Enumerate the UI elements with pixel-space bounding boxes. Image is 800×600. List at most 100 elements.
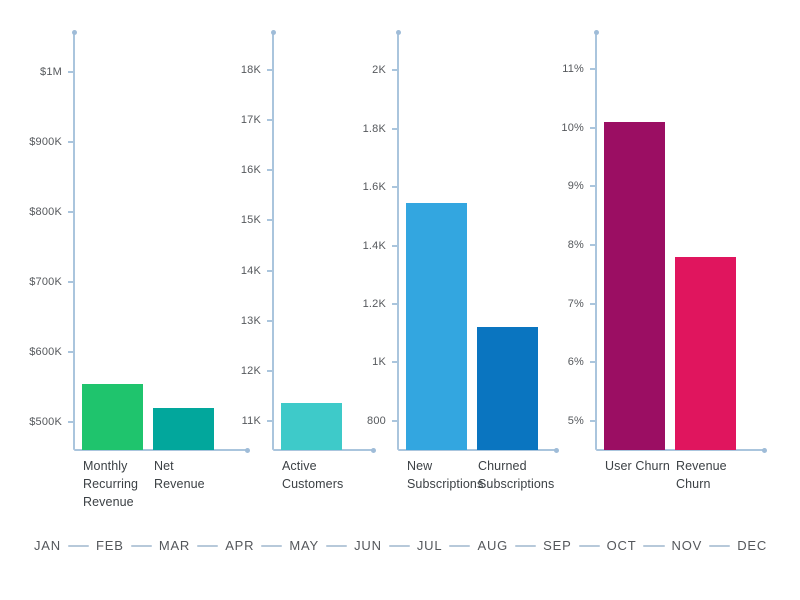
y-tick-mark bbox=[267, 69, 272, 72]
y-tick-mark bbox=[267, 219, 272, 222]
y-axis-line bbox=[73, 34, 75, 450]
timeline-connector bbox=[197, 545, 219, 547]
y-tick-mark bbox=[267, 119, 272, 122]
category-label-monthly-recurring-revenue: Monthly Recurring Revenue bbox=[83, 459, 139, 509]
y-tick-label: 1.6K bbox=[362, 181, 386, 194]
y-tick-mark bbox=[392, 186, 397, 189]
timeline-month-sep[interactable]: SEP bbox=[543, 538, 572, 553]
y-tick-mark bbox=[267, 319, 272, 322]
y-tick-label: 5% bbox=[567, 414, 584, 427]
bar-net-revenue[interactable] bbox=[153, 408, 214, 450]
y-tick-label: $500K bbox=[29, 416, 62, 429]
timeline-connector bbox=[515, 545, 537, 547]
bar-churned-subscriptions[interactable] bbox=[477, 327, 538, 450]
y-tick-label: 11% bbox=[562, 63, 584, 76]
category-label-user-churn: User Churn bbox=[605, 459, 670, 473]
y-tick-mark bbox=[68, 211, 73, 214]
y-tick-mark bbox=[590, 68, 595, 71]
y-axis-top-dot bbox=[395, 30, 401, 35]
y-tick-mark bbox=[68, 71, 73, 74]
bar-monthly-recurring-revenue[interactable] bbox=[82, 383, 143, 450]
y-tick-mark bbox=[590, 126, 595, 129]
y-axis-top-dot bbox=[270, 30, 276, 35]
y-tick-label: 8% bbox=[567, 238, 584, 251]
y-tick-mark bbox=[392, 303, 397, 306]
timeline-month-aug[interactable]: AUG bbox=[477, 538, 509, 553]
timeline-connector bbox=[449, 545, 471, 547]
y-tick-label: 13K bbox=[240, 314, 261, 327]
timeline-month-apr[interactable]: APR bbox=[225, 538, 255, 553]
timeline-month-dec[interactable]: DEC bbox=[737, 538, 768, 553]
category-label-churned-subscriptions: Churned Subscriptions bbox=[478, 459, 555, 491]
bar-active-customers[interactable] bbox=[281, 403, 342, 450]
x-axis-baseline bbox=[596, 449, 764, 451]
y-tick-label: 1.4K bbox=[362, 239, 386, 252]
timeline-connector bbox=[261, 545, 283, 547]
y-tick-mark bbox=[590, 243, 595, 246]
bar-user-churn[interactable] bbox=[604, 121, 665, 450]
y-tick-mark bbox=[392, 244, 397, 247]
timeline-month-jun[interactable]: JUN bbox=[354, 538, 382, 553]
x-axis-baseline bbox=[74, 449, 247, 451]
y-axis-line bbox=[272, 34, 274, 450]
y-axis-top-dot bbox=[593, 30, 599, 35]
y-tick-mark bbox=[267, 169, 272, 172]
x-axis-baseline bbox=[273, 449, 373, 451]
y-tick-label: 16K bbox=[240, 164, 261, 177]
y-tick-mark bbox=[68, 351, 73, 354]
month-timeline: JAN FEB MAR APR MAY JUN JUL AUG SEP OCT NOV DEC bbox=[34, 533, 767, 559]
y-tick-label: 1K bbox=[372, 356, 386, 369]
y-tick-mark bbox=[392, 361, 397, 364]
y-tick-label: 11K bbox=[241, 414, 261, 427]
timeline-connector bbox=[578, 545, 600, 547]
y-tick-label: 7% bbox=[567, 297, 584, 310]
timeline-month-feb[interactable]: FEB bbox=[96, 538, 124, 553]
timeline-month-may[interactable]: MAY bbox=[289, 538, 320, 553]
timeline-connector bbox=[709, 545, 731, 547]
y-tick-mark bbox=[392, 127, 397, 130]
y-tick-label: $800K bbox=[29, 206, 62, 219]
y-axis-line bbox=[397, 34, 399, 450]
y-tick-label: 1.8K bbox=[362, 122, 386, 135]
y-tick-label: 10% bbox=[561, 121, 584, 134]
y-tick-label: 1.2K bbox=[362, 298, 386, 311]
y-tick-label: 9% bbox=[567, 180, 584, 193]
timeline-month-oct[interactable]: OCT bbox=[606, 538, 637, 553]
y-tick-label: $700K bbox=[29, 276, 62, 289]
y-tick-label: 18K bbox=[240, 64, 261, 77]
category-label-net-revenue: Net Revenue bbox=[154, 459, 205, 491]
y-tick-mark bbox=[68, 141, 73, 144]
y-tick-label: 2K bbox=[372, 64, 386, 77]
timeline-connector bbox=[67, 545, 90, 547]
y-tick-mark bbox=[68, 421, 73, 424]
y-tick-label: 800 bbox=[367, 414, 386, 427]
y-tick-label: $600K bbox=[29, 346, 62, 359]
category-label-revenue-churn: Revenue Churn bbox=[676, 459, 727, 491]
y-tick-mark bbox=[590, 185, 595, 188]
x-axis-baseline bbox=[398, 449, 556, 451]
y-tick-mark bbox=[392, 69, 397, 72]
y-tick-mark bbox=[267, 419, 272, 422]
y-tick-label: 14K bbox=[240, 264, 261, 277]
x-axis-end-dot bbox=[371, 447, 376, 453]
bar-new-subscriptions[interactable] bbox=[406, 203, 467, 450]
y-axis-top-dot bbox=[71, 30, 77, 35]
bar-revenue-churn[interactable] bbox=[675, 256, 736, 450]
y-tick-mark bbox=[590, 302, 595, 305]
timeline-month-nov[interactable]: NOV bbox=[671, 538, 703, 553]
y-tick-mark bbox=[68, 281, 73, 284]
x-axis-end-dot bbox=[245, 447, 250, 453]
timeline-month-jan[interactable]: JAN bbox=[34, 538, 61, 553]
y-tick-label: $1M bbox=[40, 66, 62, 79]
x-axis-end-dot bbox=[762, 447, 767, 453]
timeline-connector bbox=[130, 545, 152, 547]
timeline-month-mar[interactable]: MAR bbox=[158, 538, 191, 553]
y-tick-label: 15K bbox=[240, 214, 261, 227]
timeline-connector bbox=[326, 545, 348, 547]
y-tick-label: 17K bbox=[240, 114, 261, 127]
x-axis-end-dot bbox=[554, 447, 559, 453]
timeline-connector bbox=[388, 545, 410, 547]
y-tick-mark bbox=[392, 419, 397, 422]
timeline-month-jul[interactable]: JUL bbox=[416, 538, 443, 553]
